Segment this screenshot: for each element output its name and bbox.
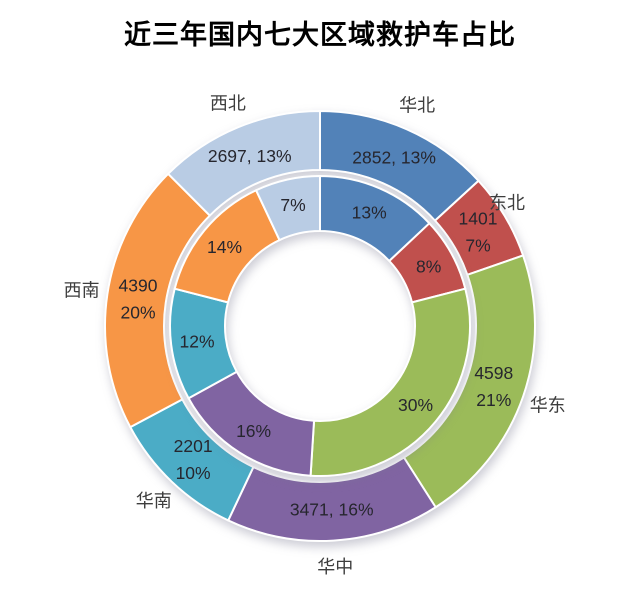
chart-title: 近三年国内七大区域救护车占比 (124, 20, 516, 50)
region-name-dongbei: 东北 (489, 193, 525, 213)
region-name-huabei: 华北 (399, 96, 435, 116)
inner-label-xinan: 14% (207, 237, 242, 257)
inner-label-xibei: 7% (280, 195, 305, 215)
inner-label-huanan: 12% (179, 332, 214, 352)
outer-label-huadong: 4598 21% (474, 363, 513, 410)
region-name-huanan: 华南 (136, 491, 172, 511)
inner-segment-huadong (309, 287, 471, 477)
region-name-xinan: 西南 (64, 281, 100, 301)
outer-label-dongbei: 1401 7% (459, 208, 498, 255)
outer-label-huazhong: 3471, 16% (290, 500, 374, 520)
outer-ring (104, 110, 536, 542)
outer-segment-xibei (167, 110, 321, 217)
inner-segment-xibei (255, 175, 321, 242)
outer-label-huabei: 2852, 13% (352, 148, 436, 168)
outer-label-xinan: 4390 20% (119, 275, 158, 322)
region-name-huazhong: 华中 (317, 557, 353, 577)
chart-labels: 2852, 13% 13% 华北 1401 7% 8% 东北 4598 21% 30% 华东 3471… (64, 94, 566, 577)
inner-label-huazhong: 16% (236, 421, 271, 441)
inner-label-dongbei: 8% (416, 256, 441, 276)
outer-label-huanan: 2201 10% (174, 436, 213, 483)
outer-label-xibei: 2697, 13% (208, 146, 292, 166)
region-name-xibei: 西北 (210, 94, 246, 114)
inner-label-huadong: 30% (398, 395, 433, 415)
region-name-huadong: 华东 (530, 395, 566, 415)
inner-label-huabei: 13% (352, 202, 387, 222)
inner-ring (168, 175, 471, 477)
